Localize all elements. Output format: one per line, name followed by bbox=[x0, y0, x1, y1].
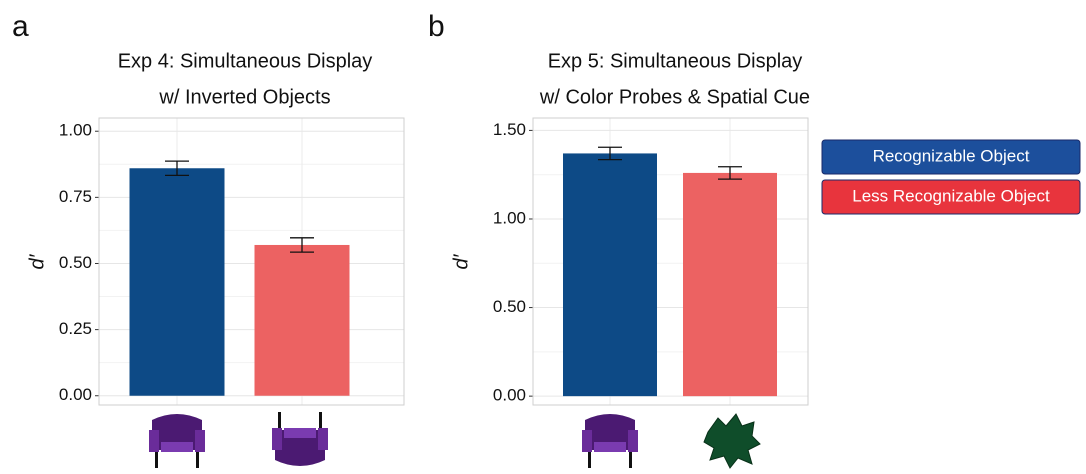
panel-label: b bbox=[428, 10, 445, 43]
y-axis-label: d′ bbox=[450, 253, 472, 269]
bar bbox=[563, 153, 657, 396]
chart-title: w/ Inverted Objects bbox=[158, 86, 330, 108]
chart-title: Exp 5: Simultaneous Display bbox=[548, 50, 803, 72]
bar bbox=[683, 173, 777, 396]
chart-title: w/ Color Probes & Spatial Cue bbox=[539, 86, 810, 108]
y-tick-label: 0.25 bbox=[59, 319, 92, 338]
figure: 0.00 0.25 0.50 0.75 1.00 Exp 4: Simultaneous … bbox=[0, 0, 1086, 474]
legend-label: Recognizable Object bbox=[873, 146, 1030, 165]
y-tick-label: 0.50 bbox=[493, 297, 526, 316]
y-tick-label: 0.50 bbox=[59, 253, 92, 272]
y-axis-label: d′ bbox=[26, 253, 48, 269]
chart-title: Exp 4: Simultaneous Display bbox=[118, 50, 373, 72]
panel-label: a bbox=[12, 10, 29, 43]
legend-label: Less Recognizable Object bbox=[852, 186, 1050, 205]
bar bbox=[130, 168, 225, 395]
y-tick-label: 1.00 bbox=[493, 208, 526, 227]
bar bbox=[255, 245, 350, 396]
y-tick-label: 1.00 bbox=[59, 121, 92, 140]
y-tick-label: 0.00 bbox=[493, 386, 526, 405]
y-tick-label: 1.50 bbox=[493, 120, 526, 139]
y-tick-label: 0.00 bbox=[59, 385, 92, 404]
object-images bbox=[149, 412, 760, 468]
y-tick-label: 0.75 bbox=[59, 187, 92, 206]
